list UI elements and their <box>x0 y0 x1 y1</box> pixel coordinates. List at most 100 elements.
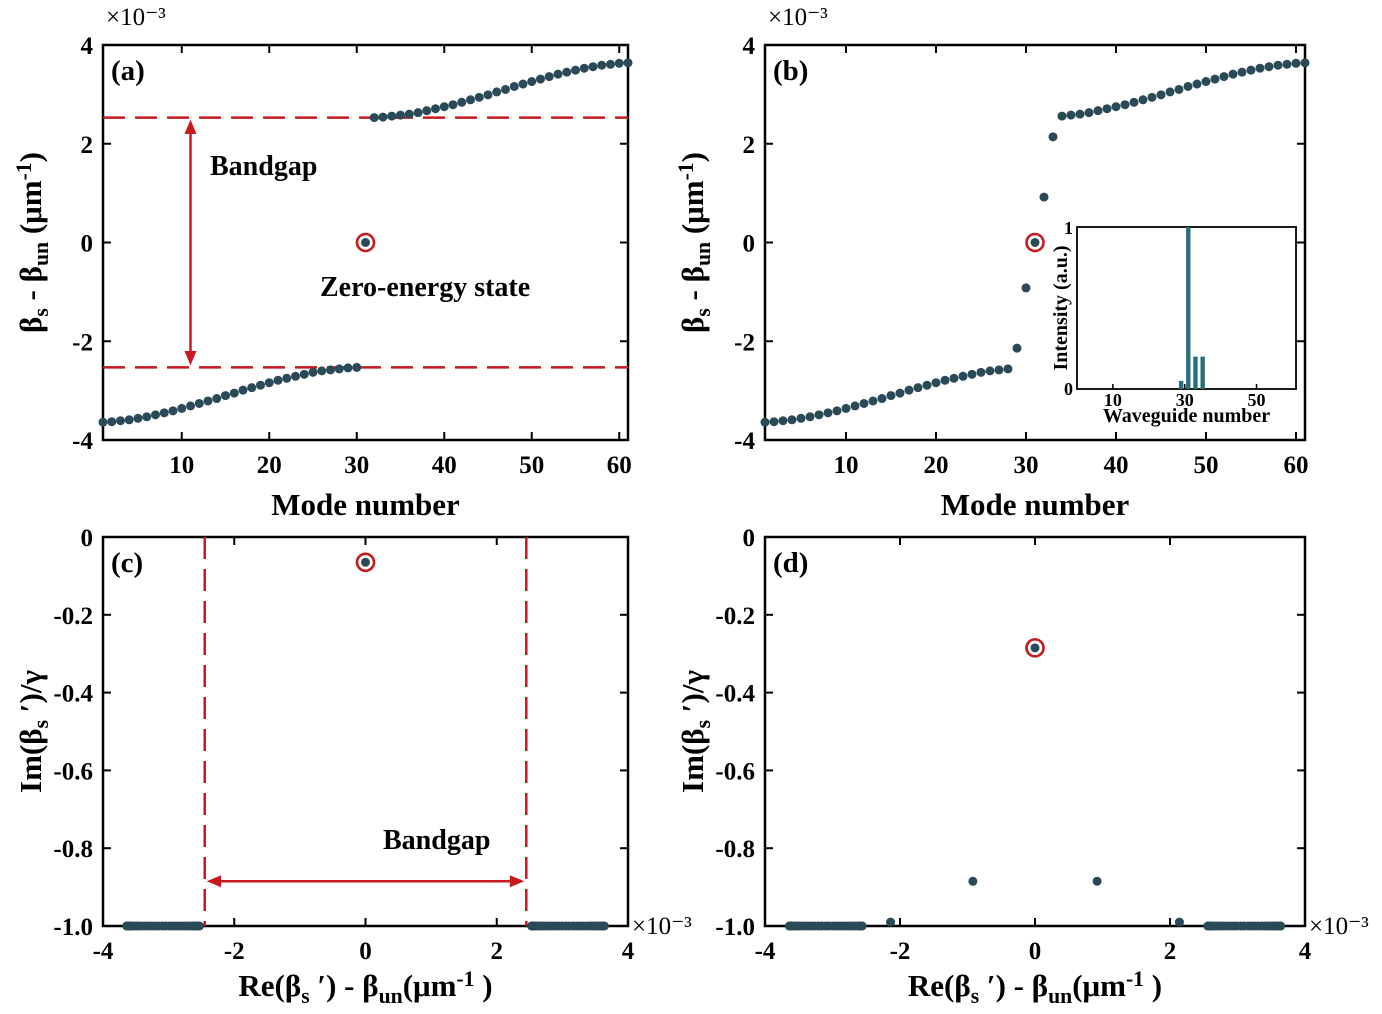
panel-label: (c) <box>111 547 143 579</box>
data-point <box>1174 917 1184 927</box>
data-point <box>194 921 204 931</box>
data-point <box>378 112 388 122</box>
data-point <box>614 58 624 68</box>
x-tick-label: 20 <box>257 452 282 479</box>
arrow-head <box>184 351 197 366</box>
x-tick-label: -2 <box>224 938 245 965</box>
data-point <box>1030 643 1040 653</box>
data-point <box>868 396 878 406</box>
data-point <box>221 391 230 401</box>
data-point <box>769 417 779 427</box>
x-axis-label-part: ′) - β <box>979 968 1048 1003</box>
y-axis-label-part: s <box>691 720 715 728</box>
data-point <box>116 416 125 426</box>
y-tick-label: -0.6 <box>715 758 755 785</box>
data-point <box>1210 74 1220 84</box>
y-tick-label: 0 <box>81 231 94 258</box>
data-point <box>1228 69 1238 79</box>
y-axis-label: βs - βun (μm-1) <box>674 152 714 333</box>
x-tick-label: 50 <box>1194 452 1219 479</box>
data-point <box>413 108 423 118</box>
data-point <box>760 417 770 427</box>
data-point <box>291 371 300 381</box>
data-point <box>1075 109 1085 119</box>
data-point <box>606 59 615 69</box>
data-point <box>931 378 941 388</box>
data-point <box>439 102 449 112</box>
y-tick-label: 0 <box>743 525 756 552</box>
x-tick-label: 60 <box>1284 452 1309 479</box>
y-tick-label: 4 <box>743 33 756 60</box>
data-point <box>1165 87 1175 97</box>
y-tick-label: -0.2 <box>53 603 93 630</box>
data-point <box>1066 110 1076 120</box>
annotation-zero-energy: Zero-energy state <box>320 272 530 303</box>
x-axis-label-part: un <box>379 984 403 1008</box>
data-point <box>317 366 327 376</box>
data-point <box>976 367 986 377</box>
x-axis-label-text: Re(βs ′) - βun(μm-1 ) <box>908 967 1162 1007</box>
data-point <box>194 398 204 408</box>
y-axis-label-part: (μm <box>13 180 48 242</box>
x-tick-label: 20 <box>924 452 949 479</box>
y-tick-label: -4 <box>734 428 755 455</box>
y-axis-label-part: -1 <box>674 162 698 180</box>
x-exponent: ×10⁻³ <box>632 913 692 940</box>
x-tick-label: 2 <box>491 938 504 965</box>
data-point <box>1003 364 1013 374</box>
y-axis-label: βs - βun (μm-1) <box>12 152 52 333</box>
inset-x-tick-label: 50 <box>1248 390 1266 410</box>
y-exponent: ×10⁻³ <box>106 4 166 31</box>
data-point <box>1201 77 1211 87</box>
data-point <box>326 365 335 375</box>
data-point <box>238 385 248 395</box>
inset-bar <box>1200 356 1205 389</box>
y-tick-label: -1.0 <box>715 914 755 941</box>
data-point <box>343 363 353 373</box>
y-tick-label: -2 <box>734 329 755 356</box>
plot-frame <box>763 535 1307 928</box>
y-axis-label-part: s <box>691 308 715 316</box>
y-axis-label-part: un <box>29 242 53 266</box>
data-point <box>1300 58 1310 68</box>
data-point <box>1246 65 1256 75</box>
data-point <box>308 367 318 377</box>
data-point <box>107 417 117 427</box>
data-point <box>544 72 554 82</box>
data-point <box>599 921 609 931</box>
arrow-head <box>184 119 197 134</box>
data-point <box>98 417 108 427</box>
y-axis-label: Im(βs ′)/γ <box>675 670 715 793</box>
data-point <box>527 77 537 87</box>
x-axis-label-part: un <box>1048 984 1072 1008</box>
x-tick-label: -4 <box>93 938 114 965</box>
x-tick-label: 30 <box>344 452 369 479</box>
data-point <box>282 373 292 383</box>
data-point <box>1093 106 1103 116</box>
x-axis-label-part: (μm <box>403 968 457 1003</box>
x-axis-label: Mode number <box>271 487 460 522</box>
panel-label: (a) <box>111 55 145 87</box>
data-point <box>805 412 815 422</box>
x-tick-label: -4 <box>755 938 776 965</box>
data-point <box>841 403 851 413</box>
data-point <box>1219 72 1229 82</box>
data-point <box>352 362 362 372</box>
data-point <box>509 81 519 91</box>
data-point <box>387 111 397 121</box>
zero-energy-highlight <box>1025 638 1045 658</box>
data-point <box>958 371 968 381</box>
y-axis-label-text: Im(βs ′)/γ <box>675 670 715 793</box>
y-tick-label: 2 <box>743 132 756 159</box>
data-point <box>877 394 887 404</box>
data-point <box>1138 95 1148 105</box>
data-point <box>1039 192 1049 202</box>
data-point <box>483 90 493 100</box>
x-tick-label: 40 <box>432 452 457 479</box>
data-point <box>796 413 806 423</box>
data-point <box>913 383 923 393</box>
arrow-head <box>509 875 525 888</box>
data-point <box>142 412 152 422</box>
